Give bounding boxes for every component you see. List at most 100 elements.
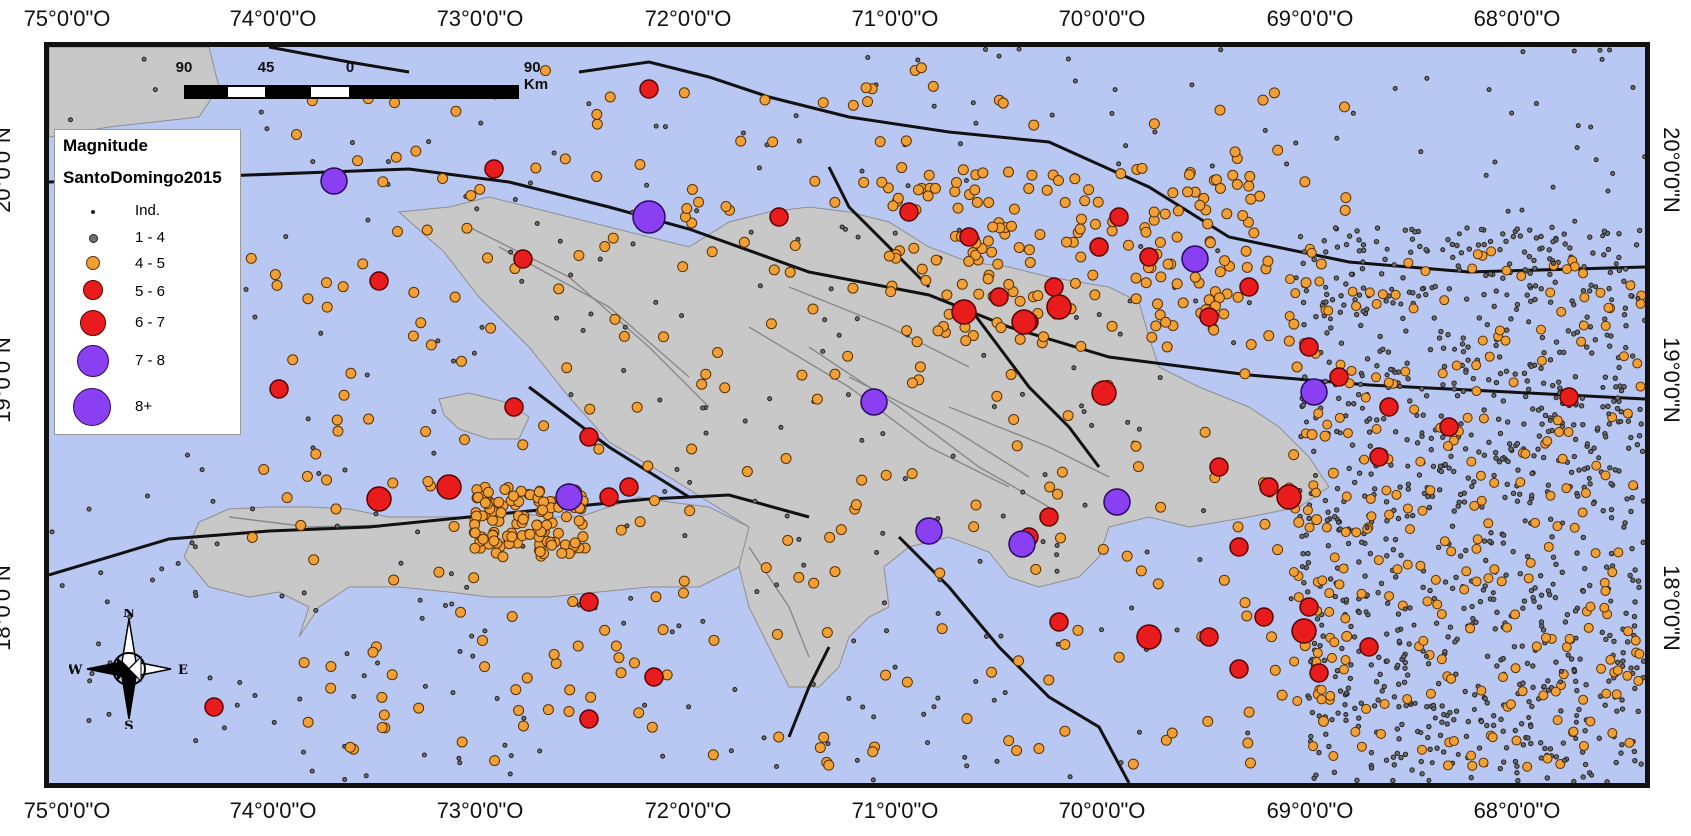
earthquake-marker [1402,694,1413,705]
earthquake-marker [1383,298,1389,304]
earthquake-marker [720,201,732,213]
earthquake-marker [1214,104,1226,116]
earthquake-marker [1478,757,1489,768]
earthquake-marker [1259,518,1271,530]
earthquake-marker [738,236,750,248]
earthquake-marker [1571,422,1577,428]
earthquake-marker [1152,298,1164,310]
earthquake-marker [986,666,998,678]
earthquake-marker [1299,533,1305,540]
earthquake-marker [104,599,110,605]
earthquake-marker [1136,162,1148,174]
earthquake-marker [1550,581,1556,587]
earthquake-marker [1508,316,1514,322]
earthquake-marker [1445,236,1451,243]
earthquake-marker [1526,698,1532,705]
earthquake-marker [1502,494,1508,501]
earthquake-marker [1424,703,1430,710]
earthquake-marker [1409,767,1415,773]
earthquake-marker [521,672,533,684]
earthquake-marker [1503,368,1510,374]
legend-symbol-4-5 [86,256,100,270]
earthquake-marker [1019,391,1025,397]
earthquake-marker [1044,277,1064,297]
earthquake-marker [419,615,425,621]
earthquake-marker [1510,663,1521,674]
earthquake-marker [1311,448,1317,454]
earthquake-marker [1371,372,1382,383]
earthquake-marker [378,709,390,721]
earthquake-marker [1026,169,1038,181]
earthquake-marker [1560,740,1567,746]
earthquake-marker [474,206,480,212]
earthquake-marker [821,626,833,638]
earthquake-marker [1445,331,1451,338]
earthquake-marker [1469,483,1475,490]
earthquake-marker [1561,231,1567,237]
earthquake-marker [1530,663,1536,669]
earthquake-marker [192,544,198,550]
earthquake-marker [1467,263,1478,274]
earthquake-marker [507,490,519,502]
earthquake-marker [1572,218,1578,224]
earthquake-marker [1231,178,1243,190]
earthquake-marker [1532,585,1538,591]
earthquake-marker [279,593,285,599]
earthquake-marker [1498,716,1504,723]
earthquake-marker [1451,468,1457,475]
earthquake-marker [599,624,611,636]
earthquake-marker [1356,715,1362,721]
earthquake-marker [1146,331,1158,343]
earthquake-marker [1327,316,1333,322]
earthquake-marker [1308,741,1319,752]
earthquake-marker [1428,435,1435,441]
earthquake-marker [1034,228,1046,240]
earthquake-marker [1476,315,1483,321]
compass-north: N [123,609,135,621]
earthquake-marker [1539,421,1545,427]
earthquake-marker [1635,298,1645,309]
earthquake-marker [407,330,419,342]
earthquake-marker [1402,503,1413,514]
earthquake-marker [1340,613,1351,624]
earthquake-marker [1540,454,1547,461]
earthquake-marker [1303,532,1309,538]
earthquake-marker [1473,619,1479,625]
earthquake-marker [421,224,433,236]
earthquake-marker [1414,413,1420,419]
earthquake-marker [1327,576,1334,582]
earthquake-marker [1229,537,1249,557]
earthquake-marker [1336,395,1342,402]
earthquake-marker [1471,360,1482,371]
earthquake-marker [1383,757,1390,763]
earthquake-marker [1343,281,1349,287]
earthquake-marker [1550,686,1561,697]
earthquake-marker [448,571,454,577]
earthquake-marker [1430,463,1437,470]
earthquake-marker [1573,719,1579,725]
earthquake-marker [1547,299,1554,305]
longitude-tick-bottom: 71°0'0"O [851,798,939,823]
earthquake-marker [469,633,475,639]
longitude-tick-top: 72°0'0"O [644,6,732,31]
earthquake-marker [331,414,343,426]
earthquake-marker [1562,619,1569,625]
earthquake-marker [1356,470,1363,476]
earthquake-marker [1302,374,1308,380]
earthquake-marker [1362,573,1368,579]
earthquake-marker [1623,626,1634,637]
earthquake-marker [1335,710,1341,716]
earthquake-marker [1130,272,1142,284]
earthquake-marker [1639,448,1645,455]
earthquake-marker [1355,391,1362,398]
earthquake-marker [1008,203,1020,215]
earthquake-marker [1591,445,1597,451]
earthquake-marker [921,711,927,717]
fault-sw [787,646,831,738]
earthquake-marker [552,527,564,539]
earthquake-marker [642,460,654,472]
longitude-tick-top: 75°0'0"O [23,6,111,31]
earthquake-marker [1634,442,1641,448]
earthquake-marker [823,759,835,771]
earthquake-marker [1232,521,1244,533]
